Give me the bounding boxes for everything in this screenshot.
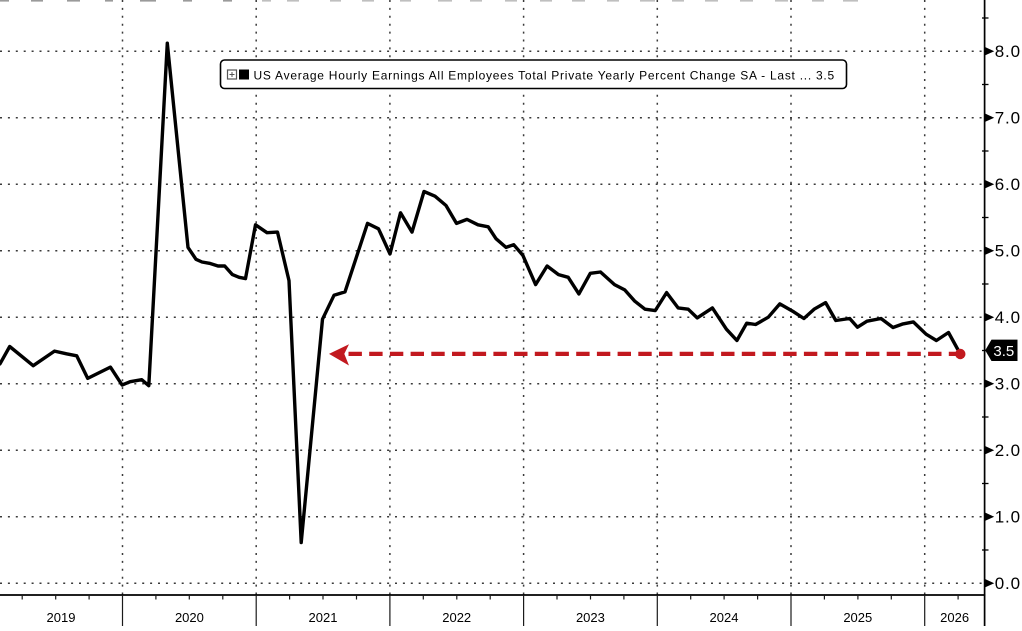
svg-text:5.0: 5.0 — [995, 242, 1021, 261]
svg-text:3.0: 3.0 — [995, 375, 1021, 394]
svg-text:0.0: 0.0 — [995, 574, 1021, 593]
svg-text:1.0: 1.0 — [995, 508, 1021, 527]
svg-text:4.0: 4.0 — [995, 308, 1021, 327]
svg-text:2019: 2019 — [47, 610, 76, 625]
svg-text:US Average Hourly Earnings All: US Average Hourly Earnings All Employees… — [254, 69, 835, 83]
svg-text:6.0: 6.0 — [995, 175, 1021, 194]
svg-text:2020: 2020 — [175, 610, 204, 625]
svg-text:8.0: 8.0 — [995, 42, 1021, 61]
svg-text:2.0: 2.0 — [995, 441, 1021, 460]
svg-text:2023: 2023 — [576, 610, 605, 625]
svg-text:3.5: 3.5 — [993, 343, 1014, 360]
svg-text:2022: 2022 — [442, 610, 471, 625]
svg-text:7.0: 7.0 — [995, 109, 1021, 128]
svg-text:2021: 2021 — [309, 610, 338, 625]
svg-text:2025: 2025 — [843, 610, 872, 625]
svg-text:2026: 2026 — [940, 610, 969, 625]
svg-text:2024: 2024 — [710, 610, 739, 625]
